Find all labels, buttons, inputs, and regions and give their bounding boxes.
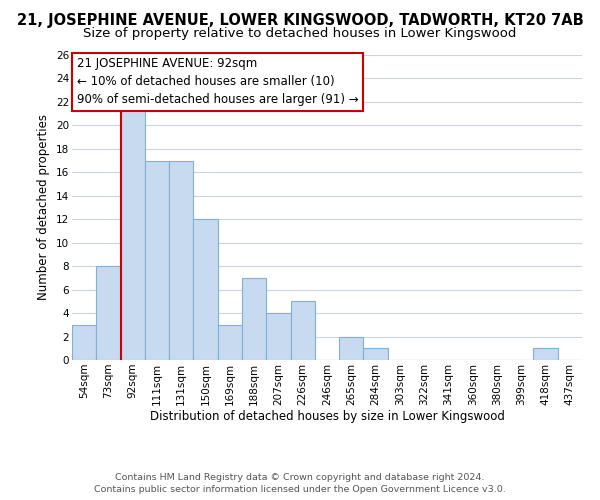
Bar (193, 219, 218, 360)
Text: 21 JOSEPHINE AVENUE: 92sqm
← 10% of detached houses are smaller (10)
90% of semi: 21 JOSEPHINE AVENUE: 92sqm ← 10% of deta… (77, 58, 358, 106)
Bar (364, 348, 388, 360)
X-axis label: Distribution of detached houses by size in Lower Kingswood: Distribution of detached houses by size … (149, 410, 505, 424)
Bar (169, 160, 193, 360)
Text: Size of property relative to detached houses in Lower Kingswood: Size of property relative to detached ho… (83, 28, 517, 40)
Text: 21, JOSEPHINE AVENUE, LOWER KINGSWOOD, TADWORTH, KT20 7AB: 21, JOSEPHINE AVENUE, LOWER KINGSWOOD, T… (17, 12, 583, 28)
Bar (290, 302, 315, 360)
Y-axis label: Number of detached properties: Number of detached properties (37, 114, 50, 300)
Bar (533, 348, 558, 360)
Bar (339, 336, 364, 360)
Bar (218, 325, 242, 360)
Bar (242, 278, 266, 360)
Text: Contains HM Land Registry data © Crown copyright and database right 2024.
Contai: Contains HM Land Registry data © Crown c… (94, 472, 506, 494)
Bar (96, 266, 121, 360)
Bar (145, 160, 169, 360)
Bar (266, 313, 290, 360)
Bar (121, 102, 145, 360)
Bar (72, 325, 96, 360)
